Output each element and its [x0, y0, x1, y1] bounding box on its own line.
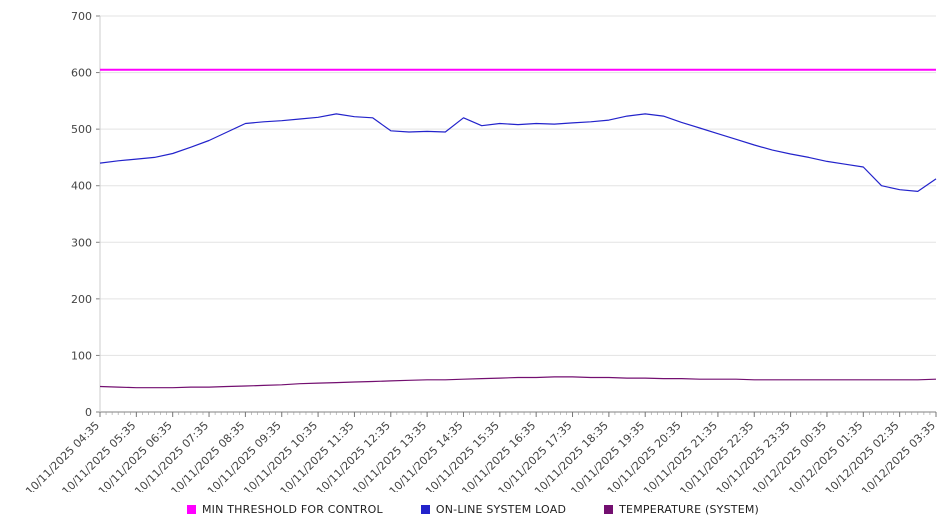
legend-swatch-online-system-load-icon: [420, 504, 430, 514]
legend-swatch-temperature-system-icon: [604, 504, 614, 514]
legend-label-online-system-load: ON-LINE SYSTEM LOAD: [435, 502, 567, 516]
svg-text:10/11/2025 04:35: 10/11/2025 04:35: [23, 419, 102, 492]
legend-swatch-min-threshold-icon: [186, 504, 196, 514]
legend-label-temperature-system: TEMPERATURE (SYSTEM): [619, 502, 760, 516]
svg-text:600: 600: [71, 67, 92, 80]
legend-label-min-threshold: MIN THRESHOLD FOR CONTROL: [201, 502, 383, 516]
svg-text:100: 100: [71, 349, 92, 362]
legend-item-temperature-system[interactable]: TEMPERATURE (SYSTEM): [604, 503, 759, 516]
svg-text:200: 200: [71, 293, 92, 306]
svg-text:0: 0: [85, 406, 92, 419]
chart-legend: MIN THRESHOLD FOR CONTROL ON-LINE SYSTEM…: [0, 498, 946, 520]
svg-text:300: 300: [71, 236, 92, 249]
svg-text:400: 400: [71, 180, 92, 193]
legend-item-min-threshold[interactable]: MIN THRESHOLD FOR CONTROL: [186, 502, 383, 516]
svg-text:700: 700: [71, 10, 92, 23]
legend-item-online-system-load[interactable]: ON-LINE SYSTEM LOAD: [420, 502, 567, 516]
svg-text:500: 500: [71, 123, 92, 136]
